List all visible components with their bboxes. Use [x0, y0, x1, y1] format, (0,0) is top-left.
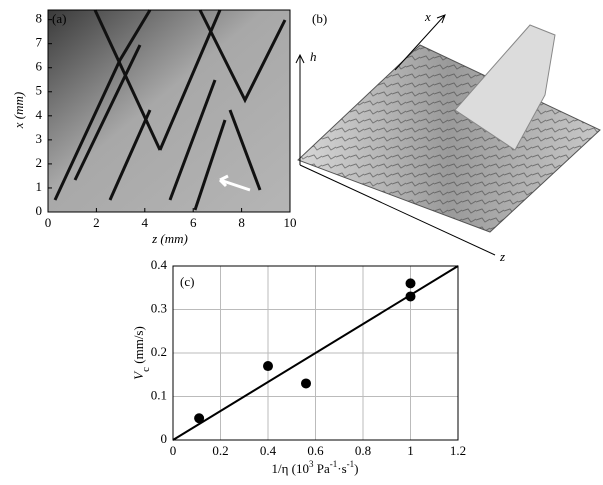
label-part: ·s [337, 461, 346, 476]
x-tick-label: 2 [93, 215, 100, 230]
panel-label: (b) [312, 11, 327, 26]
axis-label: h [310, 49, 317, 64]
x-axis-label: z (mm) [151, 231, 188, 246]
point [406, 291, 416, 301]
x-tick-label: 1 [407, 443, 414, 458]
axis-label: x [424, 9, 431, 24]
y-tick-label: 6 [36, 59, 43, 74]
y-tick-label: 1 [36, 179, 43, 194]
y-tick-label: 0.1 [151, 387, 167, 402]
x-tick-label: 0.8 [355, 443, 371, 458]
y-tick-label: 5 [36, 83, 43, 98]
x-tick-label: 8 [238, 215, 245, 230]
panel-label: (c) [180, 274, 194, 289]
y-tick-label: 0.4 [151, 257, 168, 272]
x-tick-label: 1.2 [450, 443, 466, 458]
y-tick-label: 2 [36, 155, 43, 170]
point [263, 361, 273, 371]
x-tick-label: 0.6 [307, 443, 324, 458]
x-tick-label: 0.2 [212, 443, 228, 458]
point [301, 378, 311, 388]
y-axis-label: Vc (mm/s) [131, 326, 152, 380]
x-tick-label: 6 [190, 215, 197, 230]
surface-texture [298, 45, 600, 232]
y-tick-label: 7 [36, 35, 43, 50]
point [406, 278, 416, 288]
micrograph [48, 10, 290, 212]
label-part: (mm/s) [131, 326, 146, 367]
y-tick-label: 0 [36, 203, 43, 218]
y-tick-label: 0 [161, 431, 168, 446]
label-part: 1/η (10 [272, 461, 310, 476]
label-part: -1 [347, 459, 355, 469]
figure: 0246810012345678z (mm)x (mm)(a)(b)xhz00.… [0, 0, 603, 485]
page: 0246810012345678z (mm)x (mm)(a)(b)xhz00.… [0, 0, 603, 485]
label-part: Pa [314, 461, 330, 476]
label-part: ) [354, 461, 358, 476]
x-tick-label: 0 [170, 443, 177, 458]
point [194, 413, 204, 423]
x-tick-label: 10 [284, 215, 297, 230]
x-axis-label: 1/η (103 Pa-1·s-1) [272, 459, 359, 476]
x-tick-label: 0.4 [260, 443, 277, 458]
x-tick-label: 0 [45, 215, 52, 230]
y-tick-label: 8 [36, 11, 43, 26]
label-part: -1 [330, 459, 338, 469]
y-tick-label: 0.2 [151, 344, 167, 359]
x-tick-label: 4 [142, 215, 149, 230]
axis-label: z [499, 249, 505, 264]
y-tick-label: 4 [36, 107, 43, 122]
y-tick-label: 0.3 [151, 300, 167, 315]
y-tick-label: 3 [36, 131, 43, 146]
y-axis-label: x (mm) [11, 92, 26, 129]
panel-label: (a) [52, 11, 66, 26]
